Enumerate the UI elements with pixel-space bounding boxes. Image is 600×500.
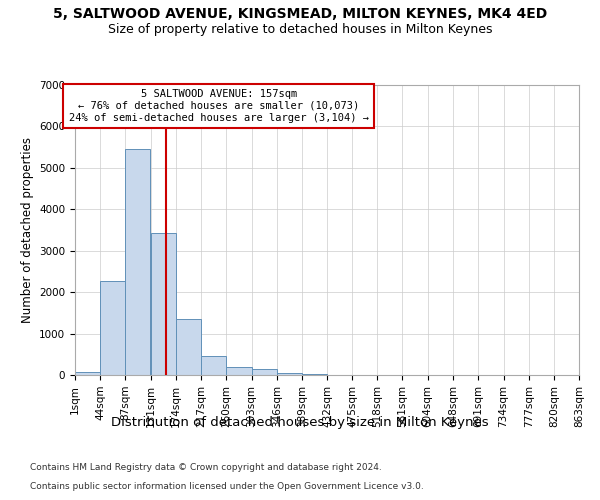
Bar (226, 367, 251, 375)
Bar (125, 149, 151, 375)
Bar (151, 233, 176, 375)
Text: 5 SALTWOOD AVENUE: 157sqm
← 76% of detached houses are smaller (10,073)
24% of s: 5 SALTWOOD AVENUE: 157sqm ← 76% of detac… (68, 90, 368, 122)
Text: Contains public sector information licensed under the Open Government Licence v3: Contains public sector information licen… (30, 482, 424, 491)
Text: 5, SALTWOOD AVENUE, KINGSMEAD, MILTON KEYNES, MK4 4ED: 5, SALTWOOD AVENUE, KINGSMEAD, MILTON KE… (53, 8, 547, 22)
Text: Distribution of detached houses by size in Milton Keynes: Distribution of detached houses by size … (111, 416, 489, 429)
Bar (277, 372, 302, 375)
Text: Size of property relative to detached houses in Milton Keynes: Size of property relative to detached ho… (108, 22, 492, 36)
Text: Contains HM Land Registry data © Crown copyright and database right 2024.: Contains HM Land Registry data © Crown c… (30, 464, 382, 472)
Bar (302, 374, 327, 375)
Bar (201, 356, 226, 375)
Bar (176, 320, 201, 375)
Bar (251, 369, 277, 375)
Bar (75, 372, 100, 375)
Bar (100, 281, 125, 375)
Y-axis label: Number of detached properties: Number of detached properties (20, 137, 34, 323)
